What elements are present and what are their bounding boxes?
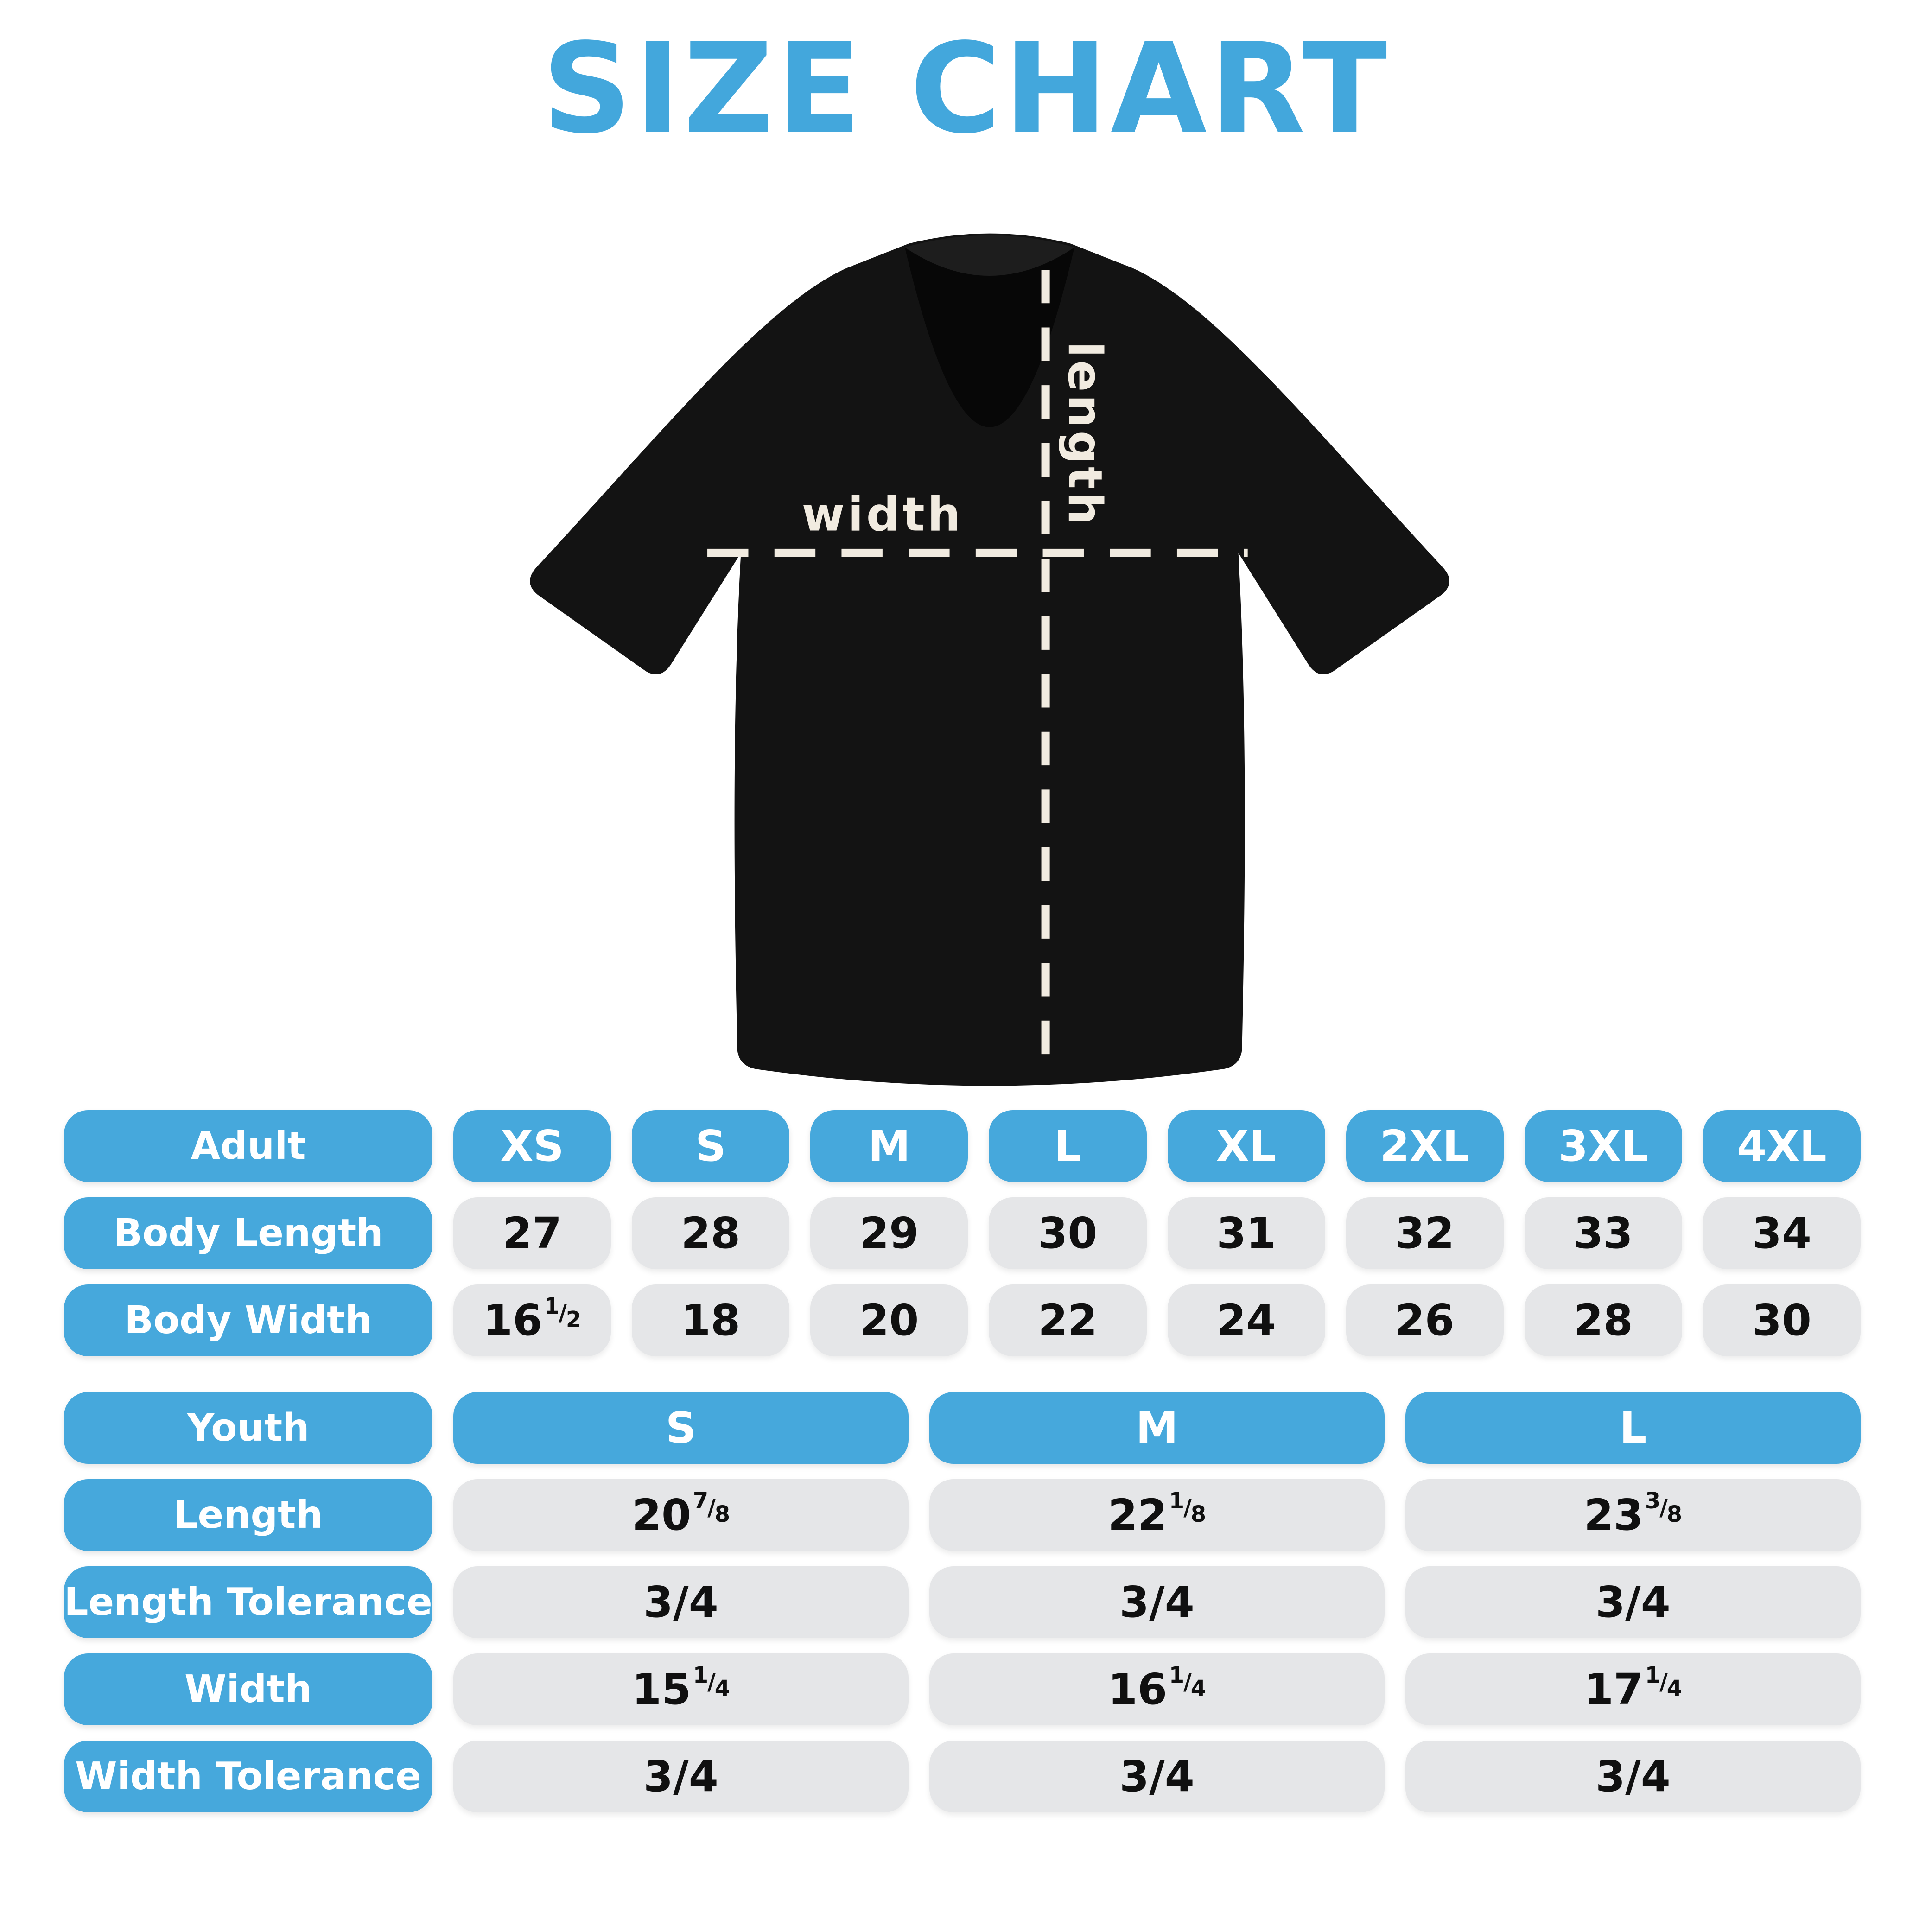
youth-value-length-tolerance-0: 3/4 xyxy=(453,1566,909,1638)
adult-size-header-s: S xyxy=(632,1110,790,1182)
youth-value-width-tolerance-2: 3/4 xyxy=(1405,1741,1861,1812)
width-label: width xyxy=(801,488,963,542)
adult-value-body-width-7: 30 xyxy=(1703,1284,1861,1356)
adult-size-header-m: M xyxy=(810,1110,968,1182)
adult-value-body-width-6: 28 xyxy=(1524,1284,1682,1356)
youth-row-label-width: Width xyxy=(64,1653,432,1725)
youth-value-length-2: 23 3/8 xyxy=(1405,1479,1861,1551)
adult-size-header-xs: XS xyxy=(453,1110,611,1182)
adult-value-body-width-0: 16 1/2 xyxy=(453,1284,611,1356)
page-title: SIZE CHART xyxy=(542,17,1390,161)
youth-value-length-1: 22 1/8 xyxy=(929,1479,1385,1551)
adult-value-body-width-5: 26 xyxy=(1346,1284,1504,1356)
youth-value-length-tolerance-2: 3/4 xyxy=(1405,1566,1861,1638)
youth-row-label-width-tolerance: Width Tolerance xyxy=(64,1741,432,1812)
adult-size-header-4xl: 4XL xyxy=(1703,1110,1861,1182)
tshirt-neck-opening xyxy=(905,247,1074,427)
length-label: length xyxy=(1058,342,1112,528)
youth-value-length-tolerance-1: 3/4 xyxy=(929,1566,1385,1638)
tshirt-diagram: width length xyxy=(510,216,1469,1101)
youth-value-width-2: 17 1/4 xyxy=(1405,1653,1861,1725)
youth-size-header-l: L xyxy=(1405,1392,1861,1464)
youth-value-length-0: 20 7/8 xyxy=(453,1479,909,1551)
adult-size-header-2xl: 2XL xyxy=(1346,1110,1504,1182)
adult-value-body-width-1: 18 xyxy=(632,1284,790,1356)
adult-row-label-body-length: Body Length xyxy=(64,1197,432,1269)
adult-value-body-width-3: 22 xyxy=(989,1284,1147,1356)
youth-row-label-length-tolerance: Length Tolerance xyxy=(64,1566,432,1638)
adult-value-body-width-2: 20 xyxy=(810,1284,968,1356)
adult-header-label: Adult xyxy=(64,1110,432,1182)
adult-size-table: Adult XS S M L XL 2XL 3XL 4XL Body Length 27 28 29 30… xyxy=(64,1110,1861,1356)
youth-value-width-0: 15 1/4 xyxy=(453,1653,909,1725)
adult-value-body-length-1: 28 xyxy=(632,1197,790,1269)
youth-size-header-s: S xyxy=(453,1392,909,1464)
adult-value-body-length-4: 31 xyxy=(1167,1197,1325,1269)
adult-value-body-width-4: 24 xyxy=(1167,1284,1325,1356)
adult-value-body-length-3: 30 xyxy=(989,1197,1147,1269)
tshirt-collar-band xyxy=(905,235,1074,276)
tshirt-silhouette xyxy=(530,233,1449,1086)
adult-size-header-l: L xyxy=(989,1110,1147,1182)
youth-row-label-length: Length xyxy=(64,1479,432,1551)
youth-value-width-tolerance-0: 3/4 xyxy=(453,1741,909,1812)
adult-value-body-length-2: 29 xyxy=(810,1197,968,1269)
youth-size-table: Youth S M L Length 20 7/8 22 1/8 23 3/8 Length Tole… xyxy=(64,1392,1861,1812)
adult-value-body-length-5: 32 xyxy=(1346,1197,1504,1269)
adult-row-label-body-width: Body Width xyxy=(64,1284,432,1356)
adult-value-body-length-6: 33 xyxy=(1524,1197,1682,1269)
adult-value-body-length-7: 34 xyxy=(1703,1197,1861,1269)
tshirt-measurement-svg: width length xyxy=(530,233,1449,1086)
adult-size-header-xl: XL xyxy=(1167,1110,1325,1182)
youth-value-width-tolerance-1: 3/4 xyxy=(929,1741,1385,1812)
adult-size-header-3xl: 3XL xyxy=(1524,1110,1682,1182)
youth-header-label: Youth xyxy=(64,1392,432,1464)
adult-value-body-length-0: 27 xyxy=(453,1197,611,1269)
youth-value-width-1: 16 1/4 xyxy=(929,1653,1385,1725)
youth-size-header-m: M xyxy=(929,1392,1385,1464)
